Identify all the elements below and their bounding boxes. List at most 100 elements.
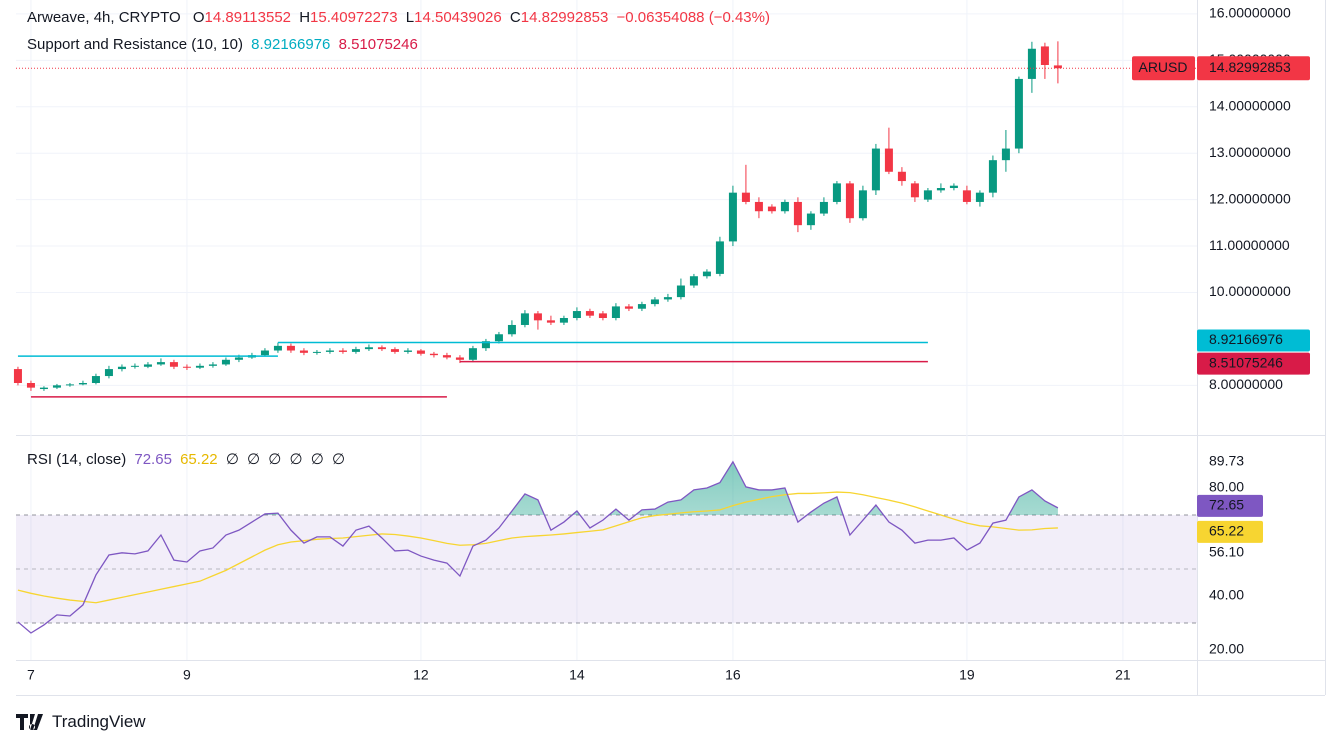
logo	[16, 714, 43, 730]
candle-body	[819, 201, 828, 214]
candle-body	[702, 271, 711, 277]
candle-body	[494, 334, 503, 342]
candle-body	[546, 320, 555, 323]
indicator-title: RSI (14, close)	[27, 451, 127, 468]
candle-body	[1014, 78, 1023, 149]
branding: TradingView	[16, 712, 146, 732]
candle-body	[208, 364, 217, 366]
candle-body	[949, 185, 958, 189]
x-tick-label: 12	[413, 667, 429, 683]
rsi-value-bg	[1197, 520, 1263, 543]
candle-body	[390, 349, 399, 352]
rsi-tick-label: 20.00	[1209, 641, 1244, 657]
x-tick-label: 9	[183, 667, 191, 683]
candle-body	[897, 171, 906, 182]
x-tick-label: 14	[569, 667, 585, 683]
y-tick-label: 10.00000000	[1209, 283, 1291, 299]
candle-body	[338, 350, 347, 352]
rsi-value-bg	[1197, 494, 1263, 517]
candle-body	[507, 324, 516, 335]
candle-body	[780, 201, 789, 212]
candle-body	[104, 369, 113, 377]
candle-body	[663, 297, 672, 300]
ohlc-letter: H	[299, 9, 311, 26]
candle-body	[806, 213, 815, 226]
rsi-value-label: 65.22	[1209, 523, 1244, 539]
candle-body	[936, 188, 945, 191]
candle-body	[286, 345, 295, 351]
candle-body	[962, 190, 971, 202]
indicator-title: Support and Resistance (10, 10)	[27, 36, 243, 53]
y-tick-label: 12.00000000	[1209, 190, 1291, 206]
rsi-tick-label: 40.00	[1209, 587, 1244, 603]
rsi-legend: RSI (14, close) 72.65 65.22 ∅ ∅ ∅ ∅ ∅ ∅	[27, 450, 351, 468]
candle-body	[130, 365, 139, 367]
candle-body	[923, 190, 932, 200]
candle-body	[351, 349, 360, 352]
rsi-value-label: 72.65	[1209, 497, 1244, 513]
y-tick-label: 13.00000000	[1209, 144, 1291, 160]
candle-body	[585, 311, 594, 316]
candle-body	[169, 362, 178, 367]
indicator-value: 8.51075246	[338, 36, 418, 53]
symbol-label: ARUSD	[1138, 59, 1187, 75]
indicator-value: 72.65	[134, 451, 172, 468]
candle-body	[325, 350, 334, 352]
candle-body	[676, 285, 685, 298]
resistance-label: 8.92166976	[1209, 331, 1283, 347]
support-label-bg	[1197, 352, 1310, 375]
candle-body	[416, 350, 425, 354]
candle-body	[871, 148, 880, 191]
candle-body	[754, 201, 763, 212]
ohlc-letter: C	[509, 9, 521, 26]
candle-body	[182, 366, 191, 368]
y-tick-label: 11.00000000	[1209, 237, 1290, 253]
candle-body	[468, 348, 477, 360]
last-price-bg	[1197, 56, 1310, 81]
candle-body	[234, 357, 243, 360]
candle-body	[455, 357, 464, 360]
candle-body	[78, 383, 87, 385]
indicator-value: 8.92166976	[251, 36, 331, 53]
candle-body	[1053, 65, 1062, 69]
candle-body	[221, 359, 230, 365]
rsi-line	[17, 491, 1058, 604]
ohlc-letter: L	[405, 9, 415, 26]
y-tick-label: 14.00000000	[1209, 97, 1291, 113]
candle-body	[1001, 148, 1010, 161]
candle-body	[884, 148, 893, 172]
candle-body	[364, 347, 373, 350]
x-tick-label: 16	[725, 667, 741, 683]
candle-body	[650, 299, 659, 305]
candle-body	[481, 341, 490, 349]
candle-body	[858, 190, 867, 219]
candle-body	[52, 385, 61, 388]
candle-body	[520, 313, 529, 325]
symbol-label-bg	[1132, 56, 1195, 81]
overbought-fill	[17, 461, 1058, 516]
rsi-tick-label: 89.73	[1209, 452, 1244, 468]
candle-body	[273, 345, 282, 351]
x-tick-label: 21	[1115, 667, 1131, 683]
candle-body	[793, 201, 802, 226]
candle-body	[988, 160, 997, 193]
grid	[16, 0, 1197, 660]
support-label: 8.51075246	[1209, 354, 1283, 370]
candle-body	[572, 311, 581, 319]
candle-body	[533, 313, 542, 321]
candle-body	[832, 183, 841, 202]
rsi-tick-label: 56.10	[1209, 543, 1244, 559]
candle-body	[91, 376, 100, 384]
candle-body	[429, 353, 438, 356]
candle-body	[1027, 48, 1036, 79]
ohlc-value: 14.50439026	[414, 9, 502, 26]
candle-body	[26, 383, 35, 388]
x-tick-label: 7	[27, 667, 35, 683]
candle-body	[728, 192, 737, 242]
resistance-label-bg	[1197, 329, 1310, 352]
rsi-tick-label: 80.00	[1209, 479, 1244, 495]
candle-body	[299, 350, 308, 353]
x-tick-label: 19	[959, 667, 975, 683]
